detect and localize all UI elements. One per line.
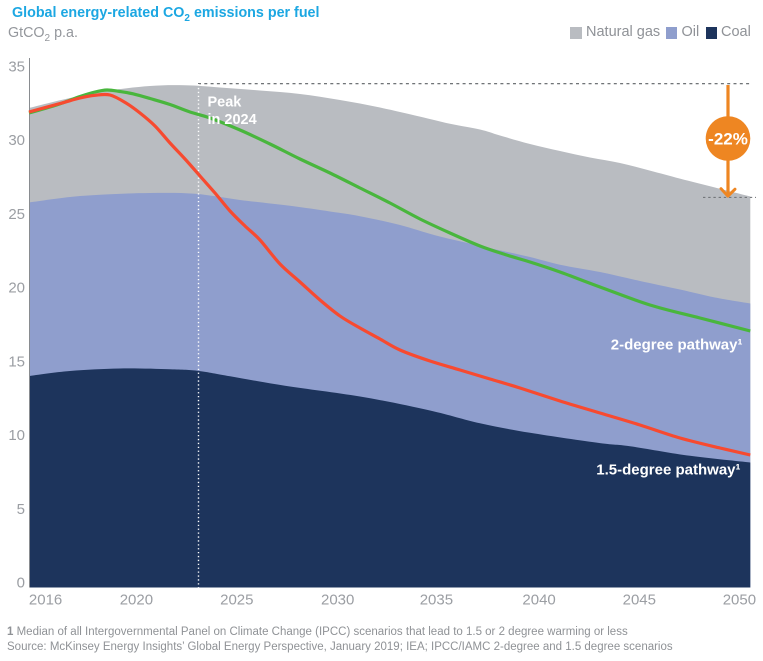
svg-text:5: 5	[17, 501, 25, 518]
svg-text:30: 30	[8, 132, 25, 149]
svg-text:2045: 2045	[623, 592, 656, 609]
svg-text:2050: 2050	[723, 592, 756, 609]
svg-text:2040: 2040	[522, 592, 555, 609]
svg-text:2020: 2020	[120, 592, 153, 609]
svg-text:15: 15	[8, 353, 25, 370]
svg-text:35: 35	[8, 58, 25, 75]
svg-text:in 2024: in 2024	[208, 112, 257, 128]
svg-text:2025: 2025	[220, 592, 253, 609]
svg-text:20: 20	[8, 280, 25, 297]
svg-text:2035: 2035	[420, 592, 453, 609]
svg-text:25: 25	[8, 206, 25, 223]
svg-text:0: 0	[17, 575, 25, 592]
svg-text:-22%: -22%	[708, 130, 748, 149]
svg-text:10: 10	[8, 427, 25, 444]
svg-text:Peak: Peak	[208, 95, 243, 111]
svg-text:2030: 2030	[321, 592, 354, 609]
svg-text:2016: 2016	[29, 592, 62, 609]
svg-text:1.5-degree pathway¹: 1.5-degree pathway¹	[596, 462, 740, 479]
svg-text:2-degree pathway¹: 2-degree pathway¹	[611, 337, 743, 354]
